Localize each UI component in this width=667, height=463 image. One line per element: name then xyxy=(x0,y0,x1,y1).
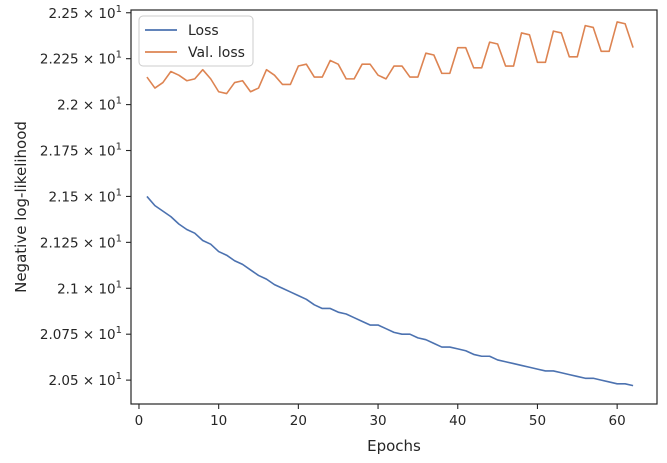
legend-box xyxy=(138,15,254,67)
series-line-0 xyxy=(146,195,634,387)
y-tick-label: 2.125 × 101 xyxy=(40,233,122,251)
x-tick-label: 20 xyxy=(290,413,307,429)
y-axis-ticks: 2.05 × 101 2.075 × 101 2.1 × 101 2.125 × 10… xyxy=(40,4,131,389)
y-tick-label: 2.25 × 101 xyxy=(48,4,122,22)
legend-label: Val. loss xyxy=(188,45,245,61)
y-tick-label: 2.2 × 101 xyxy=(57,96,122,114)
x-axis-label: Epochs xyxy=(367,437,421,455)
x-tick-label: 10 xyxy=(210,413,227,429)
y-tick-label: 2.1 × 101 xyxy=(57,279,122,297)
y-tick-label: 2.15 × 101 xyxy=(48,187,122,205)
x-axis-ticks: 0 10 20 30 40 50 60 xyxy=(135,404,626,429)
y-tick-label: 2.175 × 101 xyxy=(40,142,122,160)
x-tick-label: 40 xyxy=(449,413,466,429)
x-tick-label: 30 xyxy=(369,413,386,429)
y-tick-label: 2.075 × 101 xyxy=(40,325,122,343)
y-axis-label: Negative log-likelihood xyxy=(12,121,30,293)
series-line-1 xyxy=(146,21,634,95)
x-tick-label: 50 xyxy=(529,413,546,429)
x-tick-label: 60 xyxy=(609,413,626,429)
legend-label: Loss xyxy=(188,23,219,39)
series-lines xyxy=(146,21,634,387)
x-tick-label: 0 xyxy=(135,413,144,429)
y-tick-label: 2.05 × 101 xyxy=(48,371,122,389)
y-tick-label: 2.225 × 101 xyxy=(40,50,122,68)
plot-frame xyxy=(130,9,658,405)
legend: Loss Val. loss xyxy=(138,15,254,67)
